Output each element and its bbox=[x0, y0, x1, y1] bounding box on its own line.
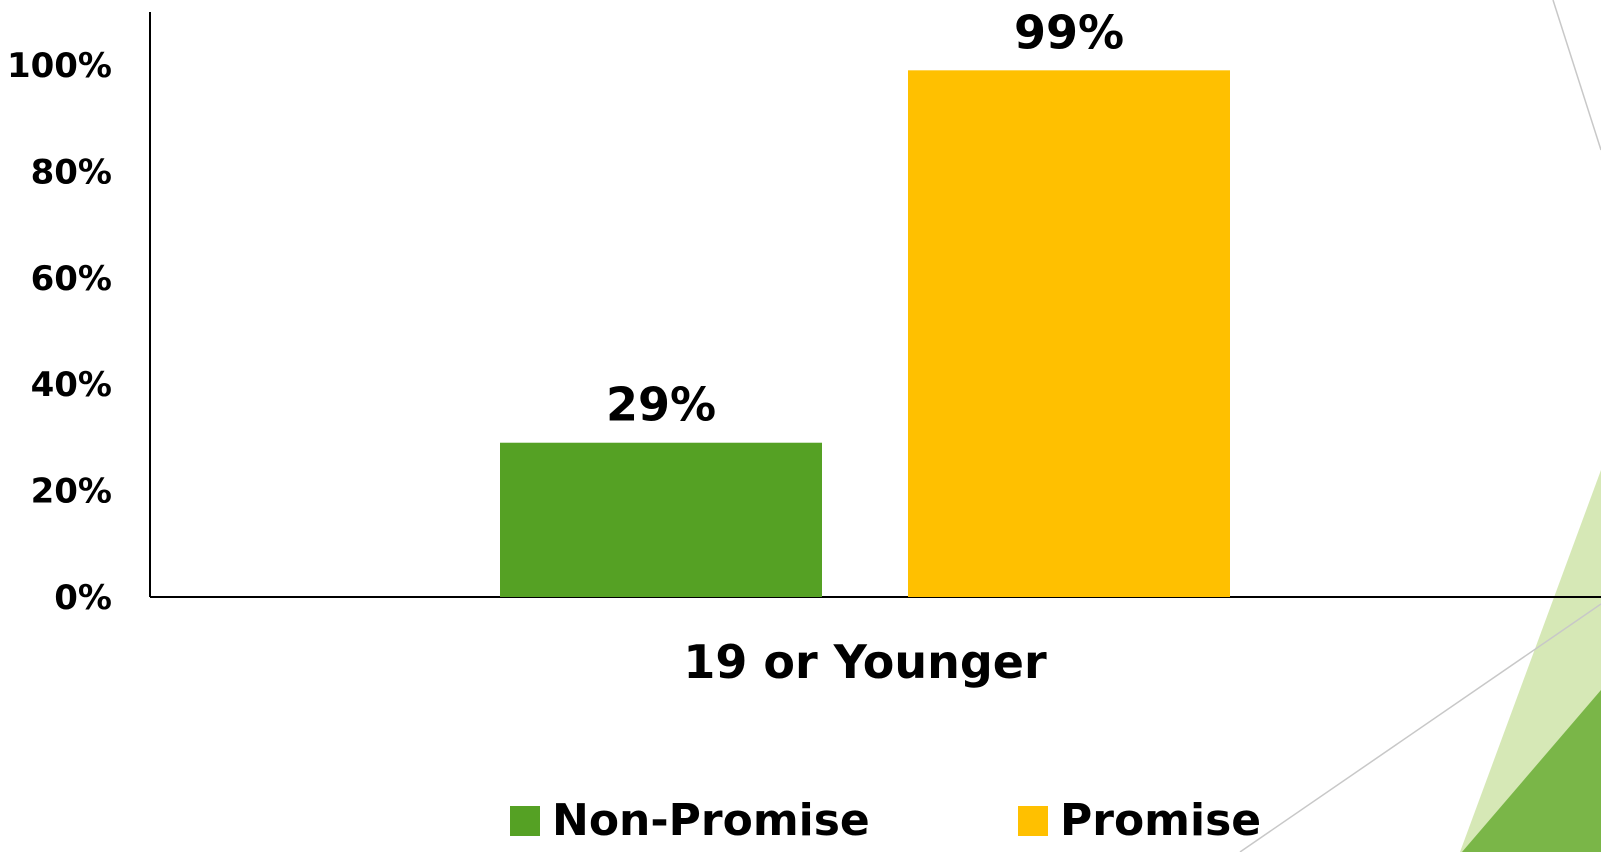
decor-thin-line-top bbox=[1552, 0, 1601, 151]
category-labels: 19 or Younger bbox=[683, 635, 1047, 689]
axes bbox=[149, 12, 1601, 598]
category-label: 19 or Younger bbox=[683, 635, 1047, 689]
bars bbox=[500, 70, 1230, 597]
legend-item-promise: Promise bbox=[1018, 796, 1261, 846]
bar-promise bbox=[908, 70, 1230, 597]
y-tick-label: 80% bbox=[31, 152, 112, 192]
decor-thin-line bbox=[1239, 603, 1601, 852]
legend: Non-Promise Promise bbox=[0, 796, 1601, 846]
legend-swatch-non-promise bbox=[510, 806, 540, 836]
data-label: 99% bbox=[1014, 5, 1124, 59]
y-tick-labels: 0% 20% 40% 60% 80% 100% bbox=[7, 46, 112, 618]
legend-label-non-promise: Non-Promise bbox=[552, 795, 870, 846]
legend-label-promise: Promise bbox=[1060, 795, 1262, 846]
data-labels: 29% 99% bbox=[606, 5, 1124, 431]
decor-dark-triangle bbox=[1462, 690, 1601, 852]
data-label: 29% bbox=[606, 378, 716, 432]
corner-decoration bbox=[1239, 0, 1601, 852]
y-tick-label: 100% bbox=[7, 46, 112, 86]
y-tick-label: 20% bbox=[31, 472, 112, 512]
legend-swatch-promise bbox=[1018, 806, 1048, 836]
y-tick-label: 40% bbox=[31, 365, 112, 405]
bar-non-promise bbox=[500, 442, 822, 597]
legend-item-non-promise: Non-Promise bbox=[510, 796, 870, 846]
y-tick-label: 60% bbox=[31, 259, 112, 299]
y-tick-label: 0% bbox=[54, 578, 112, 618]
